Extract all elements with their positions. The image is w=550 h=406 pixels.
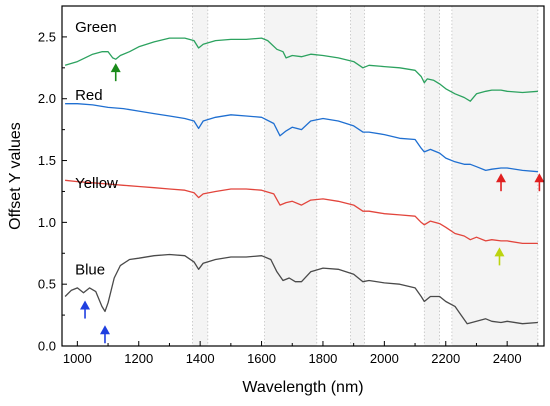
shaded-band-2 [350, 6, 365, 346]
annotation-arrow [110, 63, 121, 82]
y-tick-label: 2.5 [38, 29, 56, 44]
x-tick-label: 1200 [124, 351, 153, 366]
series-lines [64, 37, 538, 325]
annotation-arrow [496, 173, 507, 192]
series-label-red: Red [75, 87, 103, 104]
series-labels: Green Red Yellow Blue [75, 19, 118, 278]
annotation-arrow [494, 247, 505, 266]
series-line-red [65, 103, 538, 173]
series-label-yellow: Yellow [75, 175, 118, 192]
x-axis-title: Wavelength (nm) [242, 379, 363, 396]
annotation-arrow [80, 300, 91, 319]
x-tick-label: 2000 [370, 351, 399, 366]
annotation-arrow [534, 173, 545, 192]
y-tick-label: 0.5 [38, 277, 56, 292]
x-tick-label: 2400 [493, 351, 522, 366]
x-tick-label: 1800 [308, 351, 337, 366]
annotation-arrows [80, 63, 545, 344]
x-tick-label: 1000 [63, 351, 92, 366]
series-label-blue: Blue [75, 261, 105, 278]
plot-frame [61, 5, 545, 347]
series-line-yellow [65, 179, 538, 245]
y-tick-label: 1.5 [38, 153, 56, 168]
x-tick-label: 2200 [431, 351, 460, 366]
series-label-green: Green [75, 19, 117, 36]
y-tick-label: 1.0 [38, 215, 56, 230]
y-axis-ticks: 0.0 0.5 1.0 1.5 2.0 2.5 [38, 29, 67, 354]
series-line-green [64, 37, 538, 102]
shaded-band-4 [451, 6, 538, 346]
shaded-bands [192, 6, 539, 346]
x-axis-ticks: 1000 1200 1400 1600 1800 2000 2200 2400 [63, 341, 539, 366]
y-tick-label: 0.0 [38, 339, 56, 354]
shaded-band-3 [424, 6, 440, 346]
x-tick-label: 1400 [186, 351, 215, 366]
shaded-band-1 [264, 6, 317, 346]
y-axis-title: Offset Y values [7, 122, 24, 230]
x-tick-label: 1600 [247, 351, 276, 366]
series-line-blue [64, 253, 538, 325]
shaded-band-0 [192, 6, 208, 346]
annotation-arrow [99, 325, 110, 344]
y-tick-label: 2.0 [38, 91, 56, 106]
